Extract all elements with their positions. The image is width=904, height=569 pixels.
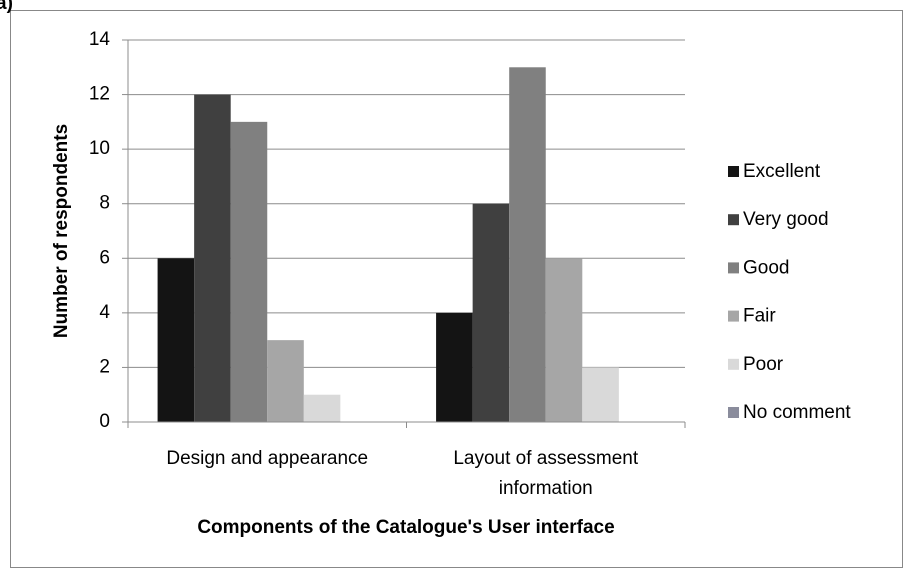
y-tick-label: 6 [99, 247, 110, 268]
y-tick-label: 4 [99, 302, 110, 323]
y-tick-label: 2 [99, 356, 110, 377]
legend-label: Good [743, 257, 789, 278]
y-tick-label: 8 [99, 193, 110, 214]
bar [582, 367, 619, 422]
y-tick-label: 12 [89, 84, 110, 105]
bar [267, 340, 304, 422]
legend-label: Excellent [743, 161, 821, 182]
y-axis-title: Number of respondents [51, 124, 72, 338]
legend-label: Poor [743, 354, 784, 375]
legend-swatch [728, 407, 739, 418]
bar [472, 203, 510, 422]
x-tick-label: Layout of assessment information [453, 448, 639, 499]
bar [509, 67, 546, 423]
legend-swatch [728, 166, 739, 177]
legend-swatch [728, 262, 739, 274]
bar [194, 94, 231, 423]
legend-label: No comment [743, 402, 851, 423]
bar [230, 121, 268, 422]
panel-label: a) [0, 0, 13, 14]
legend-swatch [728, 310, 739, 322]
bar [436, 312, 473, 422]
x-tick-label: Design and appearance [166, 448, 368, 469]
legend-swatch [728, 214, 739, 226]
bar [157, 258, 195, 422]
y-tick-label: 10 [89, 138, 110, 159]
y-tick-label: 0 [99, 411, 110, 432]
legend-label: Very good [743, 209, 829, 230]
bar [545, 258, 583, 422]
legend-swatch [728, 358, 739, 370]
legend-label: Fair [743, 306, 776, 327]
bar [303, 394, 341, 422]
chart-border [10, 10, 903, 568]
x-axis-title: Components of the Catalogue's User inter… [197, 517, 614, 538]
y-tick-label: 14 [89, 29, 111, 50]
